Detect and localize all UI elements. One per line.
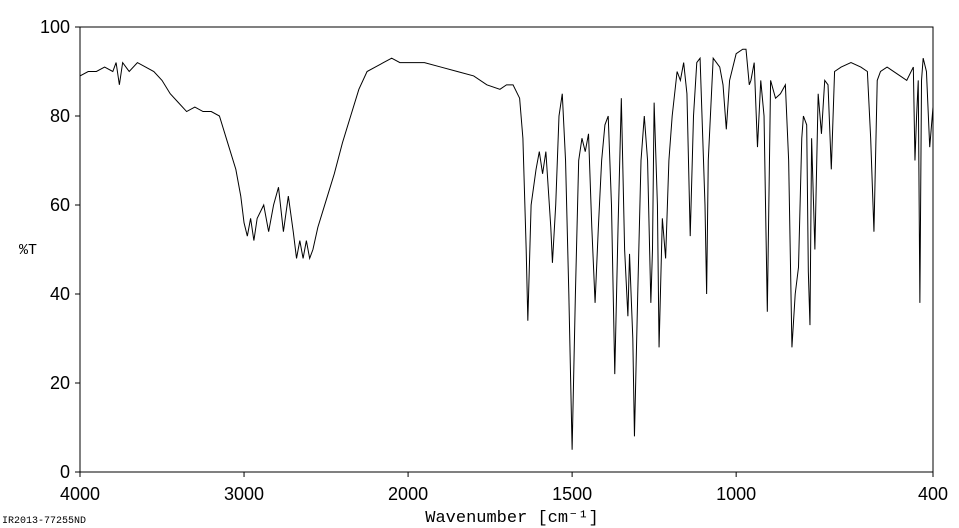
plot-frame [79,26,934,473]
x-tick-label: 1500 [552,484,592,504]
y-tick-label: 60 [50,195,70,215]
x-tick-label: 400 [918,484,948,504]
spectrum-line [79,48,934,450]
x-tick-label: 3000 [224,484,264,504]
y-tick-label: 80 [50,106,70,126]
annotation: IR2013-77255ND [2,516,86,527]
y-tick-label: 20 [50,373,70,393]
y-tick-label: 100 [40,17,70,37]
x-axis-label: Wavenumber [cm⁻¹] [425,509,598,528]
y-tick-label: 40 [50,284,70,304]
y-tick-label: 0 [60,462,70,482]
x-tick-label: 1000 [716,484,756,504]
x-tick-label: 4000 [60,484,100,504]
x-tick-label: 2000 [388,484,428,504]
y-axis-label: %T [19,242,37,259]
